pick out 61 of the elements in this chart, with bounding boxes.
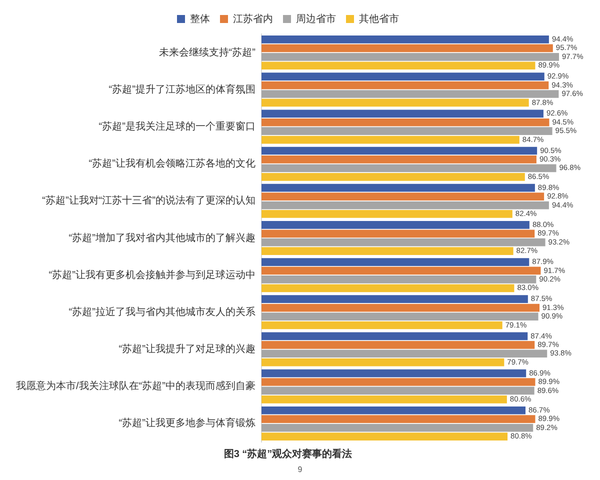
bar — [261, 146, 538, 155]
bar — [261, 238, 546, 246]
bar — [261, 258, 530, 266]
bar — [261, 201, 549, 210]
y-tick-label: “苏超”让我提升了对足球的兴趣 — [118, 343, 256, 356]
bar — [261, 98, 529, 107]
text: 9 — [298, 465, 303, 474]
bar — [261, 156, 536, 164]
bar — [261, 424, 534, 432]
bar — [261, 340, 535, 349]
y-tick-label: “苏超”让我有更多机会接触并参与到足球运动中 — [48, 268, 256, 281]
bar — [261, 72, 544, 80]
y-tick-label: “苏超”让我对“江苏十三省”的说法有了更深的认知 — [42, 194, 256, 207]
y-tick-label: 我愿意为本市/我关注球队在“苏超”中的表现而感到自豪 — [16, 380, 256, 392]
bar — [261, 284, 514, 292]
legend-label: 江苏省内 — [233, 12, 273, 25]
bar — [261, 415, 536, 424]
bar — [261, 378, 536, 386]
bar — [261, 276, 536, 284]
bar — [261, 432, 508, 440]
bar — [261, 304, 540, 312]
bar — [261, 406, 526, 414]
y-tick-label: “苏超”提升了江苏地区的体育氛围 — [108, 83, 256, 96]
bar — [261, 350, 548, 358]
y-tick-label: “苏超”是我关注足球的一个重要窗口 — [98, 120, 256, 132]
y-tick-label: “苏超”拉近了我与省内其他城市友人的关系 — [68, 306, 256, 318]
bar — [261, 396, 507, 404]
bar — [261, 81, 549, 90]
bar — [261, 221, 530, 229]
text: 图3 “苏超”观众对赛事的看法 — [224, 448, 352, 460]
bar — [261, 127, 552, 136]
bar — [261, 164, 556, 172]
bar — [261, 136, 520, 144]
bar — [261, 172, 525, 181]
bar — [261, 44, 553, 52]
bar — [261, 386, 534, 395]
bar — [261, 321, 502, 330]
bar — [261, 295, 528, 304]
bar — [261, 192, 544, 200]
y-tick-label: “苏超”让我有机会领略江苏各地的文化 — [88, 158, 256, 170]
bar — [261, 369, 526, 378]
y-tick-label: “苏超”增加了我对省内其他城市的了解兴趣 — [68, 232, 256, 244]
legend-label: 周边省市 — [296, 12, 336, 25]
bar — [261, 312, 538, 320]
bar — [261, 110, 544, 118]
bar — [261, 52, 559, 61]
legend-label: 其他省市 — [359, 12, 399, 25]
bar — [261, 230, 535, 238]
bar — [261, 184, 535, 192]
y-tick-label: “苏超”让我更多地参与体育锻炼 — [118, 417, 256, 430]
bar — [261, 358, 504, 366]
bar — [261, 210, 512, 218]
bar — [261, 36, 549, 44]
bar — [261, 62, 536, 70]
bar — [261, 266, 541, 275]
legend-label: 整体 — [190, 12, 210, 25]
bar — [261, 90, 559, 98]
bar — [261, 332, 528, 340]
y-tick-label: 未来会继续支持“苏超” — [158, 46, 256, 58]
bar — [261, 247, 514, 255]
bar — [261, 118, 550, 126]
